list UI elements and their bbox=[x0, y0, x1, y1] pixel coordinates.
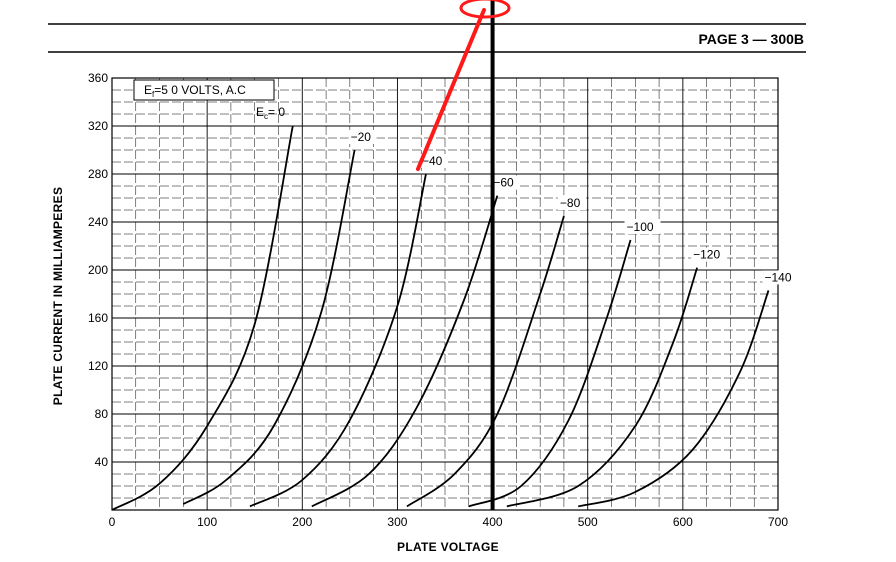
series-label-bg bbox=[691, 247, 728, 262]
chart-grid bbox=[112, 78, 778, 510]
y-axis-title: PLATE CURRENT IN MILLIAMPERES bbox=[51, 187, 65, 405]
series-label-bg bbox=[762, 270, 799, 285]
series-label-bg bbox=[348, 130, 377, 144]
series-curve bbox=[182, 149, 356, 505]
series-label: −20 bbox=[351, 130, 372, 144]
series-curve bbox=[468, 239, 632, 508]
series-curve bbox=[111, 125, 294, 511]
series-labels: −20 −40 −60 −80 −100 −120 −140 bbox=[348, 130, 799, 285]
series-label-bg bbox=[557, 196, 586, 210]
series-curve bbox=[506, 267, 698, 508]
series-label: −60 bbox=[493, 176, 514, 190]
x-tick-label: 600 bbox=[673, 515, 693, 529]
series-label: −120 bbox=[693, 248, 720, 262]
series-label-bg bbox=[491, 175, 520, 190]
series-curve bbox=[577, 290, 770, 508]
page-label: PAGE 3 — 300B bbox=[698, 31, 804, 47]
y-tick-label: 200 bbox=[88, 263, 108, 277]
series-label: −80 bbox=[560, 196, 581, 210]
series-curve bbox=[311, 195, 499, 508]
y-tick-label: 360 bbox=[88, 71, 108, 85]
annotations bbox=[415, 0, 511, 510]
series-curve bbox=[249, 173, 427, 508]
grid-voltage-title: Ec= 0 bbox=[256, 105, 285, 121]
series-label-bg bbox=[419, 154, 448, 168]
series-curve bbox=[406, 215, 565, 508]
y-tick-label: 320 bbox=[88, 119, 108, 133]
red-highlight-ellipse bbox=[459, 0, 511, 19]
y-tick-labels: 40 80 120 160 200 240 280 320 360 bbox=[88, 71, 108, 469]
x-tick-label: 500 bbox=[578, 515, 598, 529]
filament-info-text: Ef=5 0 VOLTS, A.C bbox=[144, 83, 246, 99]
x-tick-label: 100 bbox=[197, 515, 217, 529]
plot-frame bbox=[111, 77, 779, 511]
red-pointer-line bbox=[415, 8, 486, 171]
y-tick-label: 80 bbox=[95, 407, 109, 421]
y-tick-label: 40 bbox=[95, 455, 109, 469]
y-tick-label: 120 bbox=[88, 359, 108, 373]
series-label: −140 bbox=[764, 270, 791, 284]
y-tick-label: 160 bbox=[88, 311, 108, 325]
x-tick-label: 0 bbox=[109, 515, 116, 529]
x-tick-labels: 0 100 200 300 400 500 600 700 bbox=[109, 515, 789, 529]
series-label: −100 bbox=[627, 220, 654, 234]
x-tick-label: 300 bbox=[387, 515, 407, 529]
x-tick-label: 200 bbox=[292, 515, 312, 529]
x-axis-title: PLATE VOLTAGE bbox=[397, 540, 499, 554]
series-label: −40 bbox=[422, 154, 443, 168]
x-tick-label: 700 bbox=[768, 515, 788, 529]
series-label-bg bbox=[624, 220, 661, 234]
x-tick-label: 400 bbox=[483, 515, 503, 529]
y-tick-label: 280 bbox=[88, 167, 108, 181]
filament-info-box bbox=[133, 79, 275, 101]
series-curves bbox=[111, 125, 770, 511]
y-tick-label: 240 bbox=[88, 215, 108, 229]
